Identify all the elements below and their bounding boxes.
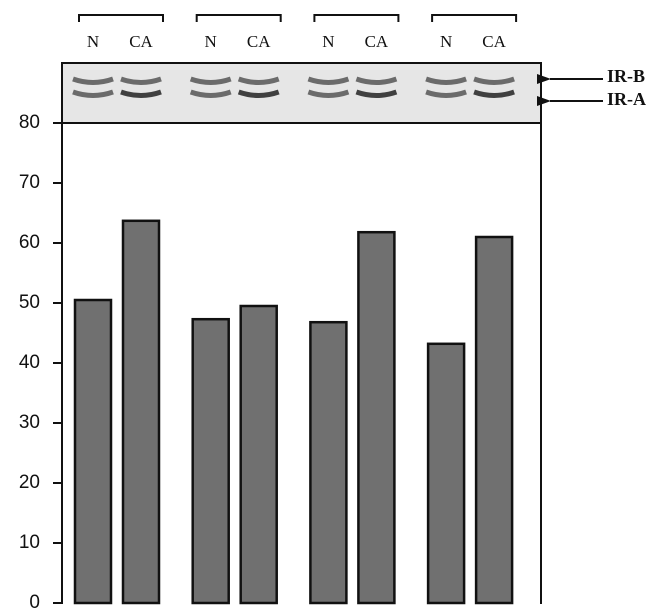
bar xyxy=(75,300,111,603)
y-tick-label: 50 xyxy=(19,292,40,313)
x-tick-label: CA xyxy=(365,32,389,51)
y-tick-label: 0 xyxy=(29,592,40,612)
bar xyxy=(428,344,464,603)
x-tick-label: CA xyxy=(129,32,153,51)
chart: IR-B IR-A 0 10 20 30 40 50 60 70 80 N CA N CA N CA N CA xyxy=(0,0,671,612)
y-tick-label: 70 xyxy=(19,172,40,193)
annotation: IR-B xyxy=(607,66,645,86)
bar xyxy=(310,322,346,603)
bar xyxy=(193,319,229,603)
y-tick-label: 10 xyxy=(19,532,40,553)
bar xyxy=(241,306,277,603)
x-tick-label: N xyxy=(322,32,334,51)
group-bracket xyxy=(79,15,163,22)
group-bracket xyxy=(314,15,398,22)
x-tick-label: N xyxy=(440,32,452,51)
y-tick-label: 30 xyxy=(19,412,40,433)
x-tick-label: N xyxy=(205,32,217,51)
x-tick-label: CA xyxy=(247,32,271,51)
bar xyxy=(123,221,159,603)
group-bracket xyxy=(197,15,281,22)
annotation: IR-A xyxy=(607,89,646,109)
y-tick-label: 80 xyxy=(19,112,40,133)
y-tick-label: 60 xyxy=(19,232,40,253)
x-tick-label: N xyxy=(87,32,99,51)
y-tick-label: 40 xyxy=(19,352,40,373)
y-tick-label: 20 xyxy=(19,472,40,493)
bar xyxy=(476,237,512,603)
group-bracket xyxy=(432,15,516,22)
bar xyxy=(358,232,394,603)
x-tick-label: CA xyxy=(482,32,506,51)
